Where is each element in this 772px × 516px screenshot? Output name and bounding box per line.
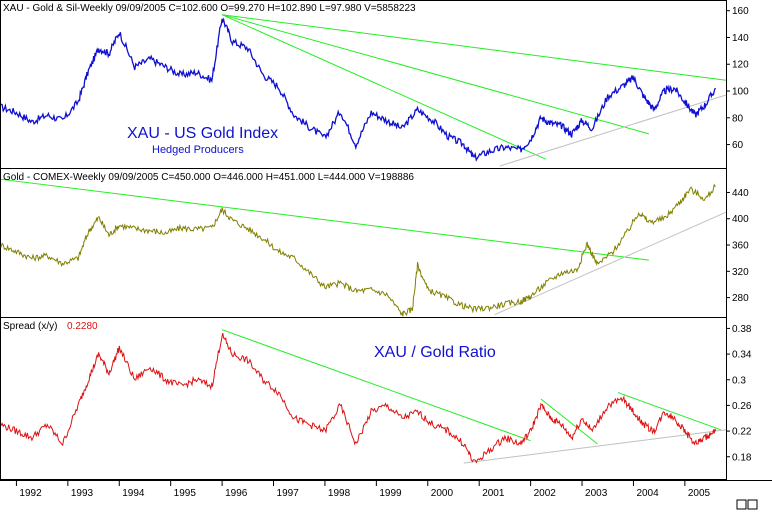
panel-frame-gold — [0, 168, 727, 318]
series-line-1 — [0, 183, 716, 317]
xau-panel-header: XAU - Gold & Sil-Weekly 09/09/2005 C=102… — [3, 3, 416, 14]
x-tick-label: 2004 — [636, 488, 659, 499]
y-tick-label: 360 — [732, 241, 749, 252]
trendline — [499, 94, 727, 167]
series-lines — [0, 17, 717, 464]
x-tick-label: 2003 — [585, 488, 608, 499]
x-tick-label: 2001 — [482, 488, 505, 499]
y-tick-label: 0.3 — [732, 375, 746, 386]
trendline — [494, 211, 727, 316]
x-axis-ticks: 1992 1993 1994 1995 1996 1997 1998 1999 2000 2001… — [15, 480, 711, 499]
series-line-0 — [0, 17, 717, 162]
panel-frame-xau — [0, 0, 727, 169]
y-tick-label: 80 — [732, 113, 744, 124]
y-tick-label: 0.26 — [732, 401, 752, 412]
y-tick-label: 280 — [732, 293, 749, 304]
x-tick-label: 1994 — [122, 488, 145, 499]
y-tick-label: 0.22 — [732, 427, 752, 438]
ratio-annotation: XAU / Gold Ratio — [374, 344, 496, 361]
trendline — [463, 429, 727, 464]
scroll-left-icon[interactable] — [736, 499, 747, 510]
trendline — [0, 178, 649, 261]
x-tick-label: 2002 — [534, 488, 557, 499]
trendline — [221, 14, 547, 160]
y-tick-label: 320 — [732, 267, 749, 278]
x-tick-label: 1999 — [379, 488, 402, 499]
ratio-panel-label: Spread (x/y) — [3, 321, 57, 332]
y-tick-label: 0.38 — [732, 324, 752, 335]
axes: 60 80 100 120 140 160 280 320 360 400 440 0.18 0.22 0… — [726, 6, 752, 463]
y-tick-label: 100 — [732, 87, 749, 98]
ratio-panel-value: 0.2280 — [67, 321, 98, 332]
trendline — [222, 14, 727, 81]
xau-annotation: XAU - US Gold Index — [127, 125, 278, 142]
y-tick-label: 0.18 — [732, 452, 752, 463]
y-tick-label: 160 — [732, 6, 749, 17]
trendline — [540, 398, 598, 445]
trendline — [221, 329, 531, 442]
xau-annotation-sub: Hedged Producers — [152, 144, 244, 156]
x-tick-label: 1998 — [328, 488, 351, 499]
x-tick-label: 1995 — [174, 488, 197, 499]
x-tick-label: 1996 — [225, 488, 248, 499]
trendlines — [0, 14, 727, 464]
x-tick-label: 2005 — [688, 488, 711, 499]
scroll-right-icon[interactable] — [747, 499, 758, 510]
x-tick-label: 1997 — [277, 488, 300, 499]
gold-panel-header: Gold - COMEX-Weekly 09/09/2005 C=450.000… — [3, 172, 414, 183]
x-tick-label: 1993 — [71, 488, 94, 499]
series-line-2 — [0, 332, 717, 464]
y-tick-label: 140 — [732, 33, 749, 44]
x-tick-label: 1992 — [19, 488, 42, 499]
y-tick-label: 400 — [732, 214, 749, 225]
trendline — [221, 14, 650, 135]
x-tick-label: 2000 — [431, 488, 454, 499]
y-tick-label: 0.34 — [732, 350, 752, 361]
y-tick-label: 60 — [732, 140, 744, 151]
trendline — [617, 392, 722, 431]
panel-frame-ratio — [0, 317, 727, 480]
y-tick-label: 440 — [732, 188, 749, 199]
y-tick-label: 120 — [732, 60, 749, 71]
